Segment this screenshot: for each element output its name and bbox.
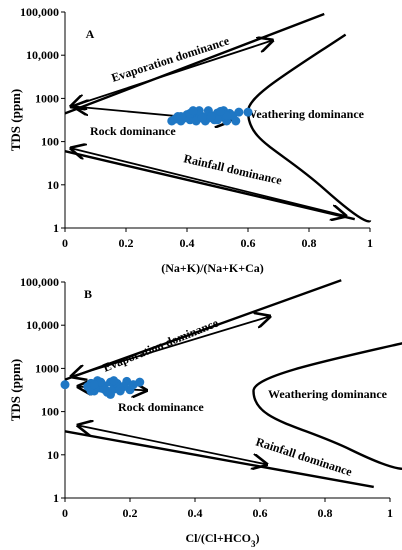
panel-a-annotation: Rock dominance — [90, 124, 176, 138]
panel-a-x-tick-label: 0.4 — [180, 236, 195, 250]
panel-a-upper-boundary — [64, 12, 325, 115]
panel-a-dominance-arrow — [71, 148, 346, 216]
panel-b-y-tick-label: 100,000 — [20, 275, 59, 289]
panel-a-annotation: Weathering dominance — [245, 107, 365, 121]
panel-a-data-point — [234, 107, 244, 117]
panel-b-y-tick-label: 10 — [47, 448, 59, 462]
panel-a-y-tick-label: 1 — [53, 221, 59, 235]
panel-a-data-point — [243, 107, 253, 117]
panel-a-y-tick-label: 100 — [41, 135, 59, 149]
panel-b-weathering-boundary — [252, 342, 402, 470]
panel-a-x-tick-label: 0 — [62, 236, 68, 250]
panel-a-y-axis-title: TDS (ppm) — [8, 89, 23, 152]
panel-a-weathering-boundary — [246, 33, 372, 223]
panel-b-data-point — [109, 376, 119, 386]
panel-a-x-axis-title: (Na+K)/(Na+K+Ca) — [161, 261, 264, 275]
panel-b-x-tick-label: 0.8 — [318, 506, 333, 520]
panel-b-y-tick-label: 1000 — [35, 361, 59, 375]
panel-b-dominance-arrow — [78, 425, 267, 464]
panel-b-y-tick-label: 10,000 — [26, 318, 59, 332]
panel-b-dominance-arrow — [72, 316, 270, 376]
panel-b-y-tick-label: 100 — [41, 405, 59, 419]
panel-a-data-point — [216, 106, 226, 116]
panel-b-annotation: Rainfall dominance — [254, 435, 354, 480]
panel-b-data-point — [60, 380, 70, 390]
panel-b-x-tick-label: 1 — [387, 506, 393, 520]
panel-b-x-axis-title: Cl/(Cl+HCO3) — [185, 531, 259, 549]
panel-a-data-point — [206, 112, 216, 122]
panel-b-x-tick-label: 0 — [62, 506, 68, 520]
panel-a-y-tick-label: 1000 — [35, 91, 59, 105]
panel-b-data-point — [115, 384, 125, 394]
panel-b-y-tick-label: 1 — [53, 491, 59, 505]
panel-b-x-tick-label: 0.2 — [123, 506, 138, 520]
panel-b-annotation: Evaporation dominance — [101, 315, 221, 374]
panel-b-x-tick-label: 0.4 — [188, 506, 203, 520]
panel-a-y-tick-label: 10 — [47, 178, 59, 192]
panel-b-label: B — [84, 287, 92, 301]
panel-b-x-tick-label: 0.6 — [253, 506, 268, 520]
panel-a-y-tick-label: 100,000 — [20, 5, 59, 19]
panel-b-data-point — [89, 380, 99, 390]
panel-a-dominance-arrow — [71, 40, 272, 106]
panel-b-data-point — [135, 377, 145, 387]
panel-b-annotation: Weathering dominance — [268, 387, 388, 401]
panel-b-data-point — [102, 386, 112, 396]
panel-a-data-point — [188, 106, 198, 116]
panel-a-data-point — [197, 113, 207, 123]
panel-a-data-point — [176, 112, 186, 122]
panel-b-y-axis-title: TDS (ppm) — [8, 359, 23, 422]
panel-b-annotation: Rock dominance — [118, 400, 204, 414]
panel-a-y-tick-label: 10,000 — [26, 48, 59, 62]
panel-a-x-tick-label: 0.8 — [302, 236, 317, 250]
panel-a-data-point — [231, 116, 241, 126]
panel-a-x-tick-label: 0.6 — [241, 236, 256, 250]
panel-a-x-tick-label: 1 — [367, 236, 373, 250]
panel-a-x-tick-label: 0.2 — [119, 236, 134, 250]
panel-a-label: A — [86, 27, 95, 41]
